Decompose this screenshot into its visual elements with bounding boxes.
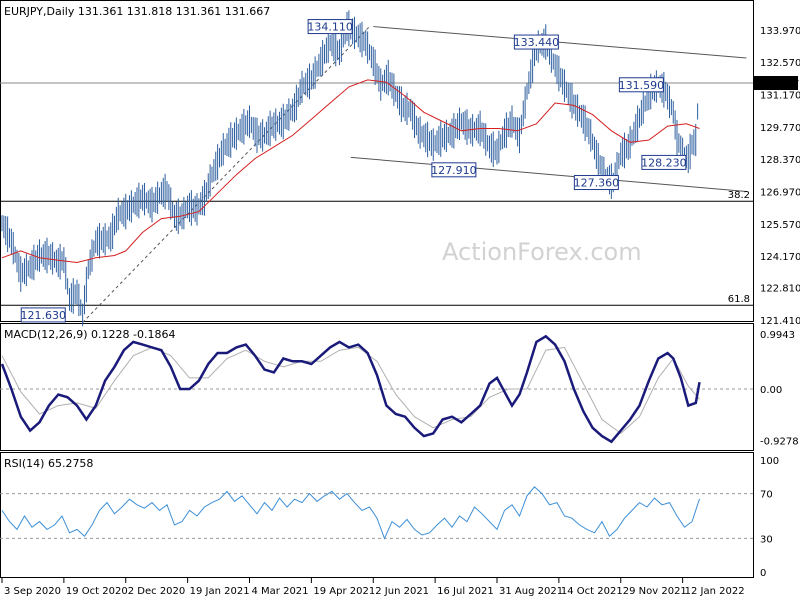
price-tick-label: 129.770 <box>760 123 800 134</box>
annotation-label: 121.630 <box>21 309 67 322</box>
price-tick-label: 132.570 <box>760 58 800 69</box>
x-tick-label: 14 Oct 2021 <box>561 586 623 597</box>
trendline-upper-channel <box>373 26 747 59</box>
macd-pane-title: MACD(12,26,9) 0.1228 -0.1864 <box>4 328 175 341</box>
trendline-lower-channel <box>350 156 747 193</box>
rsi-pane-frame <box>0 452 754 578</box>
macd-pane-frame <box>0 323 754 451</box>
rsi-tick-label: 70 <box>760 490 773 501</box>
price-annotations: 134.110 133.440 131.590 127.910 128.230 127.3… <box>20 19 687 323</box>
x-tick-label: 3 Sep 2020 <box>4 586 61 597</box>
macd-series <box>0 334 701 444</box>
axis-labels: 38.2 61.8 133.970 132.570 131.170 129.770 128.… <box>1 26 800 597</box>
fib-label: 61.8 <box>728 294 750 305</box>
x-tick-label: 2 Jun 2021 <box>375 586 429 597</box>
current-price-box <box>754 76 798 91</box>
price-tick-label: 124.170 <box>760 252 800 263</box>
fib-label: 38.2 <box>728 190 750 201</box>
price-tick-label: 121.410 <box>760 316 800 327</box>
annotation-box <box>431 162 477 178</box>
price-tick-label: 122.810 <box>760 284 800 295</box>
rsi-series <box>1 486 700 540</box>
x-tick-label: 19 Apr 2021 <box>313 586 375 597</box>
price-tick-label: 131.170 <box>760 90 800 101</box>
rsi-line <box>1 486 700 540</box>
annotation-box <box>573 175 619 191</box>
x-tick-label: 2 Dec 2020 <box>128 586 186 597</box>
x-tick-label: 31 Aug 2021 <box>499 586 563 597</box>
x-tick-label: 19 Jan 2021 <box>190 586 250 597</box>
annotation-box <box>641 154 687 170</box>
rsi-tick-label: 30 <box>760 534 773 545</box>
macd-tick-label: -0.9278 <box>760 436 799 447</box>
macd-tick-label: 0.9943 <box>760 330 795 341</box>
watermark: ActionForex.com <box>442 238 642 266</box>
annotation-box <box>20 307 66 323</box>
annotation-label: 134.110 <box>307 21 353 34</box>
price-pane-title: EURJPY,Daily 131.361 131.818 131.361 131… <box>4 5 270 18</box>
rsi-pane-title: RSI(14) 65.2758 <box>4 457 93 470</box>
current-price-label: 131.667 <box>758 79 799 90</box>
rsi-tick-label: 100 <box>760 456 779 467</box>
annotation-box <box>618 77 664 93</box>
x-tick-label: 19 Oct 2020 <box>66 586 128 597</box>
annotation-label: 128.230 <box>641 156 687 169</box>
x-tick-label: 29 Nov 2021 <box>623 586 687 597</box>
price-tick-label: 126.970 <box>760 188 800 199</box>
annotation-box <box>513 34 559 50</box>
ma-line <box>1 79 700 264</box>
price-tick-label: 128.370 <box>760 155 800 166</box>
rsi-tick-label: 0 <box>760 568 766 579</box>
macd-signal-line <box>1 346 700 435</box>
annotation-box <box>307 19 353 35</box>
annotation-label: 131.590 <box>619 79 665 92</box>
macd-tick-label: 0.00 <box>760 385 782 396</box>
price-tick-label: 133.970 <box>760 26 800 37</box>
annotation-label: 127.360 <box>574 177 620 190</box>
annotation-label: 127.910 <box>431 164 477 177</box>
annotation-label: 133.440 <box>514 36 560 49</box>
x-tick-label: 16 Jul 2021 <box>437 586 494 597</box>
x-tick-label: 4 Mar 2021 <box>252 586 309 597</box>
trendline-rising-support <box>82 26 370 323</box>
x-tick-label: 12 Jan 2022 <box>685 586 745 597</box>
price-series <box>1 10 700 327</box>
macd-line <box>0 334 701 444</box>
price-tick-label: 125.570 <box>760 220 800 231</box>
price-pane-frame <box>0 0 754 322</box>
